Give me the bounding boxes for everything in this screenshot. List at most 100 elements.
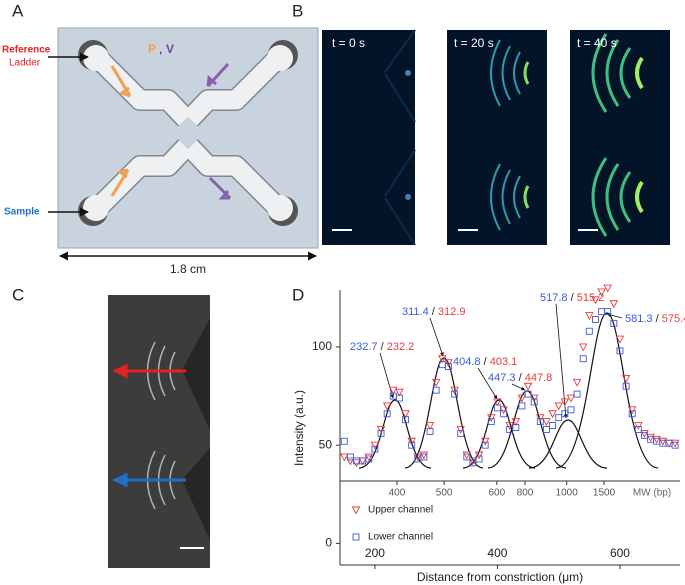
x-axis-label: Distance from constriction (μm) — [417, 570, 583, 584]
y-tick-label: 100 — [312, 339, 332, 353]
data-point — [432, 386, 440, 394]
data-point — [407, 437, 416, 446]
annotation: 581.3 / 575.4 — [625, 313, 685, 325]
legend-label: Lower channel — [368, 532, 433, 543]
data-point — [389, 386, 398, 395]
sample-label: Sample — [4, 207, 40, 218]
data-point — [438, 355, 447, 364]
data-point — [524, 390, 532, 398]
data-point — [542, 418, 551, 427]
data-point — [456, 426, 465, 434]
comma: , — [159, 42, 162, 56]
data-point — [591, 296, 600, 305]
data-point — [560, 398, 570, 407]
data-point — [573, 390, 581, 398]
data-point — [426, 427, 434, 435]
data-point — [505, 422, 514, 430]
data-point — [523, 382, 533, 391]
data-point — [462, 451, 472, 460]
panel-label: D — [292, 285, 304, 304]
data-point — [364, 453, 374, 462]
data-point — [463, 453, 471, 461]
annotation-part: / — [519, 372, 523, 384]
data-point — [518, 402, 526, 410]
data-point — [365, 455, 373, 463]
data-point — [450, 386, 459, 395]
data-point — [413, 453, 423, 462]
annotation-part: 447.8 — [525, 372, 553, 384]
data-point — [475, 455, 483, 463]
v-label: V — [166, 42, 174, 56]
data-point — [658, 437, 668, 446]
data-point — [664, 439, 674, 448]
data-point — [512, 424, 520, 431]
data-point — [585, 327, 593, 335]
p-label: P — [148, 42, 156, 56]
data-point — [371, 445, 379, 453]
annotation-part: 447.3 — [488, 372, 516, 384]
data-point — [340, 453, 349, 462]
data-point — [493, 398, 502, 407]
data-point — [549, 422, 557, 429]
data-point — [401, 410, 410, 419]
annotation-part: / — [432, 306, 436, 318]
data-point — [609, 300, 619, 309]
data-point — [592, 316, 599, 323]
annotation: 517.8 / 515.2 — [540, 292, 604, 304]
data-point — [517, 394, 527, 403]
data-point — [383, 410, 391, 418]
panel-label: A — [12, 1, 24, 20]
data-point — [358, 457, 367, 466]
mw-axis-label: MW (bp) — [633, 488, 671, 499]
chip — [57, 27, 319, 249]
data-point — [536, 418, 544, 426]
data-point — [425, 422, 435, 430]
data-point — [566, 394, 576, 403]
y-axis-label: Intensity (a.u.) — [292, 390, 306, 466]
data-point — [352, 459, 361, 468]
data-point — [346, 453, 354, 461]
fit-curves — [358, 312, 659, 469]
data-point — [585, 312, 594, 320]
data-point — [627, 406, 637, 415]
data-point — [468, 457, 478, 466]
annotation-part: 312.9 — [438, 306, 466, 318]
annotation-part: 403.1 — [490, 356, 518, 368]
data-point — [670, 439, 680, 448]
data-point — [548, 410, 557, 419]
annotation-part: / — [484, 356, 488, 368]
data-point — [408, 441, 416, 449]
data-point — [376, 426, 386, 434]
data-point — [641, 431, 648, 439]
data-point — [652, 435, 661, 444]
data-point — [370, 441, 380, 450]
mw-tick-label: 500 — [436, 488, 453, 499]
data-point — [444, 363, 452, 371]
annotation: 447.3 / 447.8 — [488, 372, 552, 384]
data-point — [604, 308, 612, 316]
annotation-part: 311.4 — [402, 306, 429, 318]
micrograph-c — [108, 295, 210, 568]
mw-tick-label: 1500 — [593, 488, 616, 499]
plot — [339, 290, 680, 566]
annotation-part: 232.7 — [350, 341, 378, 353]
data-point — [543, 426, 550, 433]
mw-tick-label: 600 — [488, 488, 505, 499]
annotation-part: 232.2 — [387, 341, 415, 353]
data-point — [395, 394, 403, 402]
data-point — [554, 402, 563, 411]
data-point — [500, 410, 508, 418]
data-point — [567, 406, 575, 414]
data-point — [646, 433, 655, 442]
annotation-part: 575.4 — [662, 313, 685, 325]
data-point — [578, 343, 588, 352]
time-label: t = 0 s — [332, 36, 365, 50]
panel-label: B — [292, 1, 303, 20]
data-point — [346, 457, 355, 466]
data-point — [572, 378, 582, 387]
data-point — [420, 453, 428, 461]
annotation: 404.8 / 403.1 — [453, 356, 517, 368]
data-point — [457, 429, 465, 437]
data-point — [640, 429, 649, 438]
legend-marker — [352, 533, 360, 541]
